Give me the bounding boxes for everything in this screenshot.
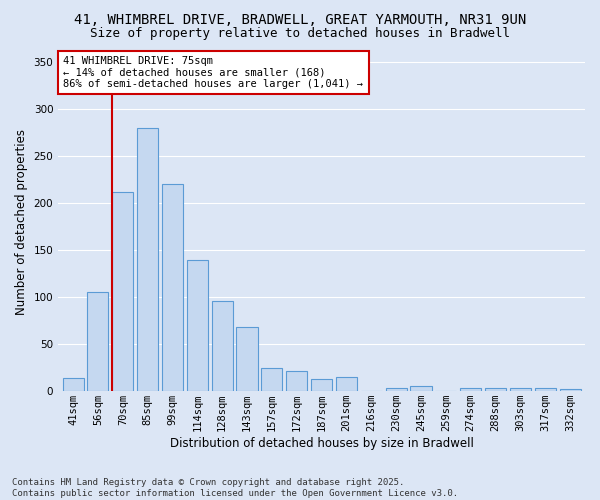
Bar	[485, 388, 506, 391]
Bar	[311, 379, 332, 391]
Text: Size of property relative to detached houses in Bradwell: Size of property relative to detached ho…	[90, 28, 510, 40]
Bar	[162, 184, 183, 391]
Bar	[262, 368, 283, 391]
Bar	[88, 292, 109, 391]
Text: 41, WHIMBREL DRIVE, BRADWELL, GREAT YARMOUTH, NR31 9UN: 41, WHIMBREL DRIVE, BRADWELL, GREAT YARM…	[74, 12, 526, 26]
Bar	[460, 388, 481, 391]
Bar	[112, 192, 133, 391]
Bar	[187, 260, 208, 391]
Text: Contains HM Land Registry data © Crown copyright and database right 2025.
Contai: Contains HM Land Registry data © Crown c…	[12, 478, 458, 498]
Bar	[62, 378, 83, 391]
Bar	[236, 327, 257, 391]
Text: 41 WHIMBREL DRIVE: 75sqm
← 14% of detached houses are smaller (168)
86% of semi-: 41 WHIMBREL DRIVE: 75sqm ← 14% of detach…	[64, 56, 364, 89]
Bar	[410, 386, 431, 391]
X-axis label: Distribution of detached houses by size in Bradwell: Distribution of detached houses by size …	[170, 437, 473, 450]
Bar	[286, 372, 307, 391]
Y-axis label: Number of detached properties: Number of detached properties	[15, 129, 28, 315]
Bar	[137, 128, 158, 391]
Bar	[336, 377, 357, 391]
Bar	[535, 388, 556, 391]
Bar	[560, 390, 581, 391]
Bar	[510, 388, 531, 391]
Bar	[212, 301, 233, 391]
Bar	[386, 388, 407, 391]
